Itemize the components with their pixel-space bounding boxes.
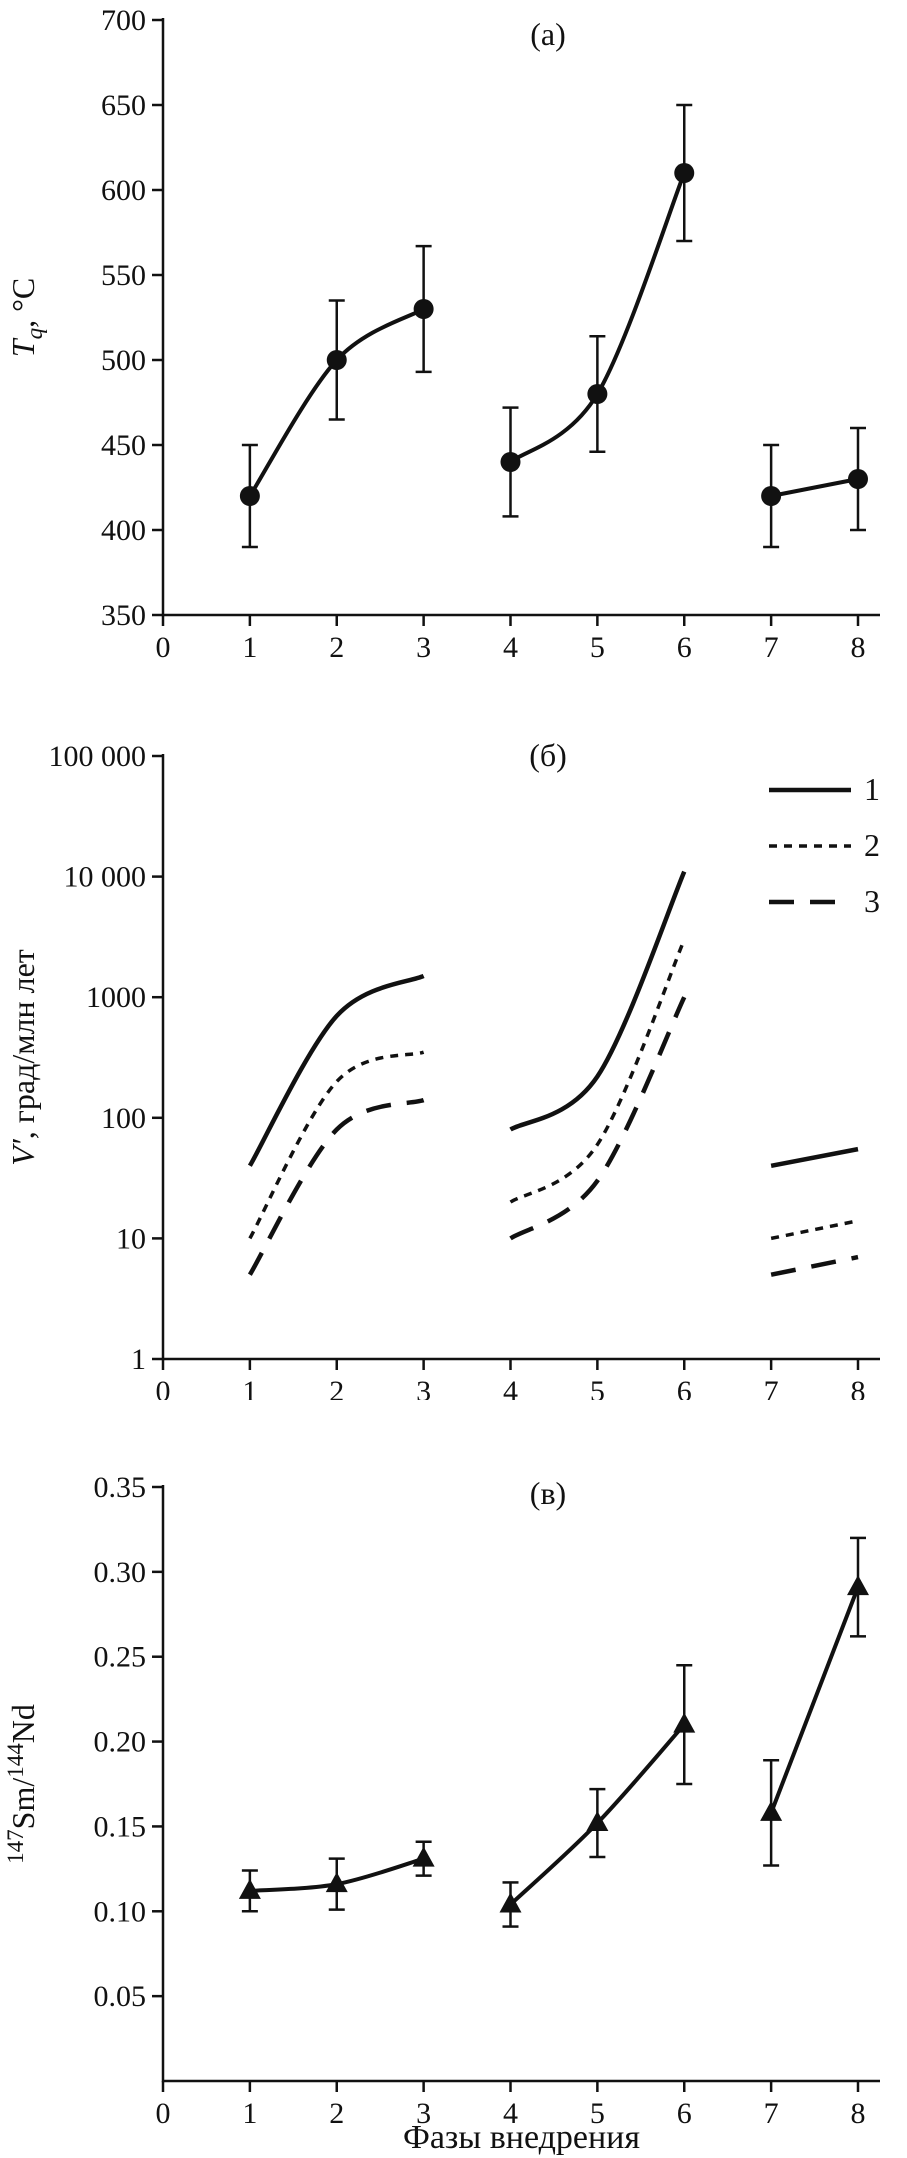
svg-text:10 000: 10 000 <box>64 861 147 894</box>
svg-text:4: 4 <box>503 2097 518 2130</box>
svg-text:V′, град/млн лет: V′, град/млн лет <box>5 949 41 1166</box>
svg-text:2: 2 <box>329 2097 344 2130</box>
svg-text:0: 0 <box>156 1375 171 1400</box>
svg-text:0: 0 <box>156 2097 171 2130</box>
svg-text:0.20: 0.20 <box>94 1726 147 1759</box>
svg-text:0.35: 0.35 <box>94 1471 147 1504</box>
svg-text:5: 5 <box>590 631 605 664</box>
svg-text:8: 8 <box>851 631 866 664</box>
svg-text:8: 8 <box>851 1375 866 1400</box>
svg-text:3: 3 <box>416 1375 431 1400</box>
svg-text:0.05: 0.05 <box>94 1980 147 2013</box>
svg-text:350: 350 <box>101 599 146 632</box>
svg-text:100: 100 <box>101 1102 146 1135</box>
svg-text:(в): (в) <box>530 1475 566 1511</box>
svg-text:6: 6 <box>677 2097 692 2130</box>
svg-text:2: 2 <box>329 1375 344 1400</box>
svg-text:3: 3 <box>864 883 880 919</box>
svg-text:650: 650 <box>101 89 146 122</box>
svg-text:1000: 1000 <box>86 981 146 1014</box>
svg-text:0: 0 <box>156 631 171 664</box>
svg-text:3: 3 <box>416 2097 431 2130</box>
svg-text:1: 1 <box>864 771 880 807</box>
svg-text:Фазы внедрения: Фазы внедрения <box>403 2119 640 2156</box>
svg-text:0.30: 0.30 <box>94 1556 147 1589</box>
svg-text:0.25: 0.25 <box>94 1641 147 1674</box>
svg-text:550: 550 <box>101 259 146 292</box>
svg-text:(б): (б) <box>529 737 567 773</box>
svg-text:7: 7 <box>764 631 779 664</box>
svg-text:450: 450 <box>101 429 146 462</box>
svg-text:3: 3 <box>416 631 431 664</box>
svg-text:1: 1 <box>242 631 257 664</box>
svg-text:2: 2 <box>329 631 344 664</box>
svg-text:7: 7 <box>764 1375 779 1400</box>
svg-text:10: 10 <box>116 1222 146 1255</box>
chart-panel-v: 0.05 0.10 0.15 0.20 0.25 0.30 0.35 0 1 2 3 4 5 6 7 8 (в)… <box>3 1471 880 2156</box>
svg-text:1: 1 <box>242 1375 257 1400</box>
svg-text:0.10: 0.10 <box>94 1895 147 1928</box>
chart-panel-a: 350 400 450 500 550 600 650 700 0 1 2 3 4 5 6 7 8 (а) Tq, … <box>5 4 880 664</box>
svg-text:5: 5 <box>590 1375 605 1400</box>
svg-text:4: 4 <box>503 631 518 664</box>
svg-text:500: 500 <box>101 344 146 377</box>
svg-text:Tq, °C: Tq, °C <box>5 278 47 357</box>
svg-text:4: 4 <box>503 1375 518 1400</box>
svg-text:1: 1 <box>131 1343 146 1376</box>
svg-text:0.15: 0.15 <box>94 1810 147 1843</box>
svg-text:5: 5 <box>590 2097 605 2130</box>
svg-text:6: 6 <box>677 631 692 664</box>
svg-text:8: 8 <box>851 2097 866 2130</box>
svg-text:1: 1 <box>242 2097 257 2130</box>
svg-text:147Sm/144Nd: 147Sm/144Nd <box>3 1704 41 1864</box>
svg-text:6: 6 <box>677 1375 692 1400</box>
svg-text:600: 600 <box>101 174 146 207</box>
svg-text:100 000: 100 000 <box>49 740 147 773</box>
svg-text:400: 400 <box>101 514 146 547</box>
svg-text:(а): (а) <box>530 16 566 52</box>
svg-text:2: 2 <box>864 827 880 863</box>
svg-text:700: 700 <box>101 4 146 37</box>
svg-text:7: 7 <box>764 2097 779 2130</box>
